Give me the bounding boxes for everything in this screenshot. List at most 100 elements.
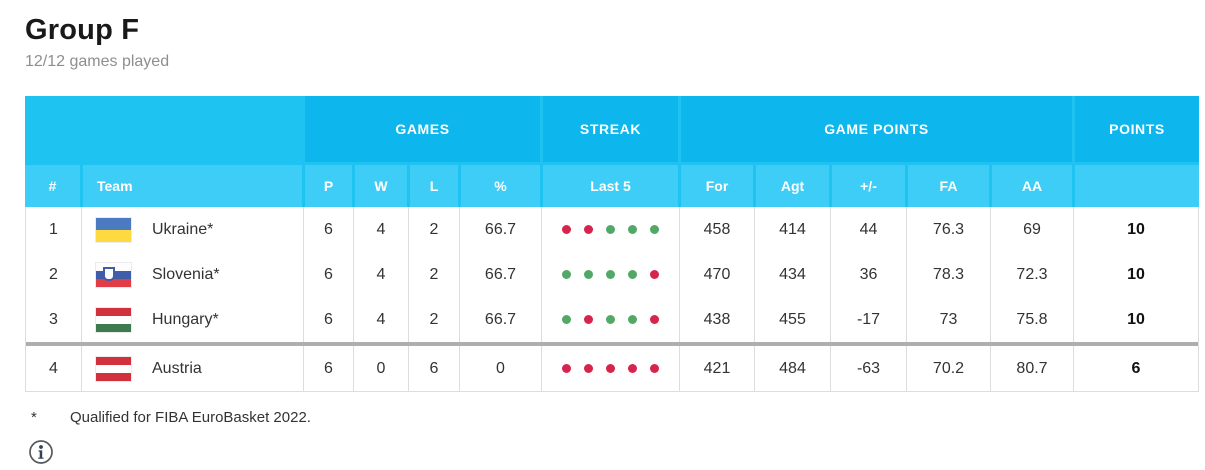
points-cell: 6	[1073, 346, 1198, 391]
qualification-footnote: * Qualified for FIBA EuroBasket 2022.	[25, 409, 1199, 426]
points-cell: 10	[1073, 252, 1198, 297]
team-cell[interactable]: Hungary*	[81, 297, 303, 342]
page-title: Group F	[25, 14, 140, 46]
points-cell: 10	[1073, 297, 1198, 342]
loss-dot	[650, 270, 659, 279]
slovenia-flag-icon	[95, 261, 132, 288]
wins-cell: 4	[353, 252, 408, 297]
fa-cell: 73	[906, 297, 990, 342]
column-header-fa: FA	[908, 165, 989, 207]
played-cell: 6	[303, 207, 353, 252]
points-for-cell: 470	[679, 252, 754, 297]
table-body: 1 Ukraine* 6 4 2 66.7 458 414 44 76.3 69…	[25, 207, 1199, 392]
points-for-cell: 458	[679, 207, 754, 252]
win-dot	[606, 315, 615, 324]
loss-dot	[606, 364, 615, 373]
points-for-cell: 421	[679, 346, 754, 391]
team-name[interactable]: Ukraine*	[152, 220, 214, 238]
group-header-points: POINTS	[1072, 96, 1199, 162]
ukraine-flag-icon	[95, 216, 132, 243]
table-row: 2 Slovenia* 6 4 2 66.7 470 434 36 78.3 7…	[26, 252, 1198, 297]
win-dot	[628, 315, 637, 324]
played-cell: 6	[303, 346, 353, 391]
win-dot	[584, 270, 593, 279]
column-header-points-spacer	[1075, 165, 1199, 207]
rank-cell: 3	[49, 310, 58, 328]
percent-cell: 66.7	[459, 297, 541, 342]
column-header-aa: AA	[992, 165, 1072, 207]
column-header-against: Agt	[756, 165, 829, 207]
loss-dot	[562, 225, 571, 234]
team-cell[interactable]: Slovenia*	[81, 252, 303, 297]
streak-cell	[541, 297, 679, 342]
footnote-text: Qualified for FIBA EuroBasket 2022.	[70, 409, 311, 426]
points-cell: 10	[1073, 207, 1198, 252]
loss-dot	[562, 364, 571, 373]
fa-cell: 78.3	[906, 252, 990, 297]
win-dot	[650, 225, 659, 234]
table-row: 1 Ukraine* 6 4 2 66.7 458 414 44 76.3 69…	[26, 207, 1198, 252]
column-header-for: For	[681, 165, 753, 207]
points-against-cell: 455	[754, 297, 830, 342]
info-icon[interactable]	[28, 439, 54, 465]
team-name[interactable]: Hungary*	[152, 310, 219, 328]
percent-cell: 66.7	[459, 207, 541, 252]
losses-cell: 2	[408, 207, 459, 252]
austria-flag-icon	[95, 355, 132, 382]
win-dot	[562, 315, 571, 324]
points-against-cell: 484	[754, 346, 830, 391]
last5-streak	[562, 270, 659, 279]
group-header-streak: STREAK	[540, 96, 678, 162]
diff-cell: -17	[830, 297, 906, 342]
column-header-team: Team	[83, 165, 302, 207]
losses-cell: 6	[408, 346, 459, 391]
column-header-wins: W	[355, 165, 407, 207]
points-against-cell: 414	[754, 207, 830, 252]
group-header-game-points: GAME POINTS	[678, 96, 1072, 162]
footnote-marker: *	[31, 409, 37, 426]
diff-cell: -63	[830, 346, 906, 391]
standings-table: GAMES STREAK GAME POINTS POINTS # Team P…	[25, 96, 1199, 392]
loss-dot	[584, 225, 593, 234]
loss-dot	[584, 364, 593, 373]
loss-dot	[650, 315, 659, 324]
aa-cell: 72.3	[990, 252, 1073, 297]
table-row: 3 Hungary* 6 4 2 66.7 438 455 -17 73 75.…	[26, 297, 1198, 342]
streak-cell	[541, 346, 679, 391]
losses-cell: 2	[408, 297, 459, 342]
aa-cell: 80.7	[990, 346, 1073, 391]
aa-cell: 75.8	[990, 297, 1073, 342]
column-header-played: P	[305, 165, 352, 207]
loss-dot	[584, 315, 593, 324]
wins-cell: 4	[353, 207, 408, 252]
last5-streak	[562, 315, 659, 324]
column-header-diff: +/-	[832, 165, 905, 207]
column-header-percent: %	[461, 165, 540, 207]
fa-cell: 76.3	[906, 207, 990, 252]
last5-streak	[562, 225, 659, 234]
points-against-cell: 434	[754, 252, 830, 297]
team-name[interactable]: Slovenia*	[152, 265, 220, 283]
diff-cell: 44	[830, 207, 906, 252]
losses-cell: 2	[408, 252, 459, 297]
diff-cell: 36	[830, 252, 906, 297]
streak-cell	[541, 252, 679, 297]
fa-cell: 70.2	[906, 346, 990, 391]
streak-cell	[541, 207, 679, 252]
team-cell[interactable]: Ukraine*	[81, 207, 303, 252]
column-header-last5: Last 5	[543, 165, 678, 207]
played-cell: 6	[303, 297, 353, 342]
win-dot	[606, 270, 615, 279]
table-group-header-row: GAMES STREAK GAME POINTS POINTS	[25, 96, 1199, 162]
table-column-header-row: # Team P W L % Last 5 For Agt +/- FA AA	[25, 162, 1199, 207]
qualification-cutoff-divider	[26, 342, 1198, 346]
team-name[interactable]: Austria	[152, 359, 202, 377]
wins-cell: 4	[353, 297, 408, 342]
team-cell[interactable]: Austria	[81, 346, 303, 391]
win-dot	[628, 270, 637, 279]
column-header-losses: L	[410, 165, 458, 207]
win-dot	[628, 225, 637, 234]
loss-dot	[628, 364, 637, 373]
win-dot	[606, 225, 615, 234]
